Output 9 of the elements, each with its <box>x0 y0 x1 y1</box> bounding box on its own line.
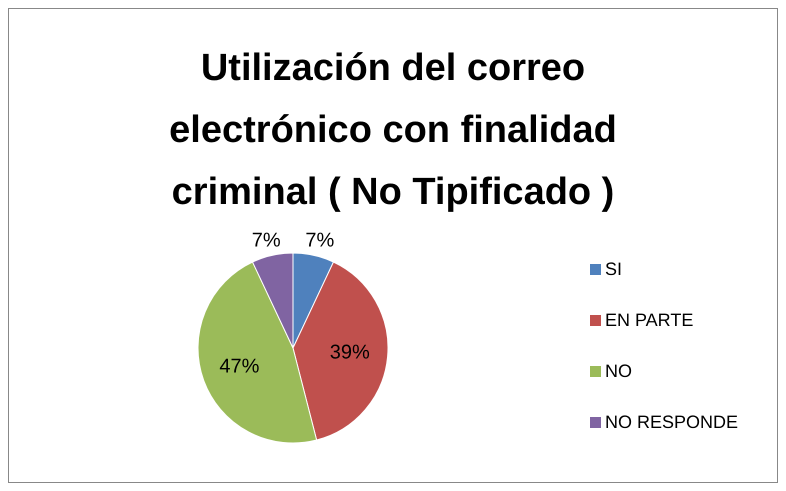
legend-label: EN PARTE <box>605 310 694 330</box>
chart-title: Utilización del correo electrónico con finalidad criminal ( No Tipificado ) <box>169 47 617 213</box>
data-label: 47% <box>219 356 260 378</box>
legend-label: NO RESPONDE <box>605 412 738 432</box>
data-label: 39% <box>330 342 370 364</box>
data-label: 7% <box>305 229 334 252</box>
legend-label: SI <box>605 258 622 279</box>
data-label: 7% <box>252 229 281 252</box>
legend-label: NO <box>605 360 632 381</box>
